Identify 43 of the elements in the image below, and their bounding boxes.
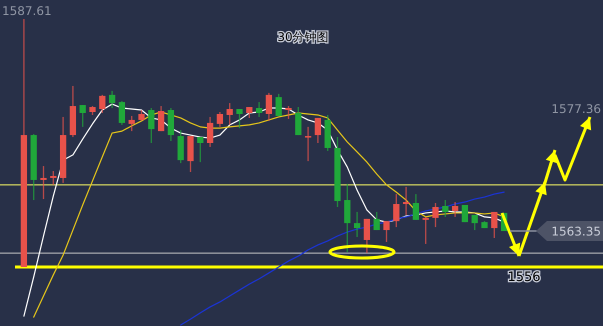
candlestick — [285, 105, 292, 120]
candlestick — [383, 220, 390, 243]
candlestick — [226, 102, 233, 126]
candlestick — [246, 106, 252, 119]
candlestick — [206, 116, 214, 148]
candlestick — [40, 165, 47, 200]
candlestick — [442, 199, 448, 218]
candlestick — [402, 186, 410, 216]
candlestick — [432, 202, 439, 228]
candlestick — [216, 111, 224, 128]
text: 1556 — [507, 270, 541, 285]
candlestick — [128, 115, 135, 132]
candlestick — [374, 211, 380, 231]
candlestick — [452, 201, 458, 218]
candlestick — [295, 106, 302, 136]
candlestick — [50, 170, 56, 186]
text: 30分钟图 — [277, 30, 329, 44]
candlestick — [276, 93, 282, 117]
text: 1587.61 — [2, 4, 52, 18]
candlestick — [138, 109, 145, 122]
candlestick — [412, 193, 420, 221]
candlestick — [158, 105, 164, 132]
candlestick — [354, 211, 360, 238]
candlestick — [491, 211, 498, 239]
candlestick — [364, 218, 370, 254]
candlestick — [472, 214, 478, 231]
text: 1563.35 — [551, 224, 601, 238]
candlestick — [304, 126, 312, 162]
candlestick — [99, 94, 106, 114]
candlestick — [422, 216, 429, 245]
candlestick — [118, 100, 126, 126]
candlestick — [148, 107, 154, 144]
text: 1577.36 — [551, 102, 601, 116]
candlestick — [393, 193, 400, 228]
candlestick — [108, 90, 116, 109]
candlestick — [197, 136, 204, 163]
candlestick — [80, 104, 86, 128]
candlestick — [314, 117, 322, 144]
candlestick — [462, 204, 468, 223]
candlestick — [344, 183, 350, 253]
candlestick — [256, 101, 262, 118]
candlestick — [236, 108, 243, 129]
candlestick — [266, 92, 272, 122]
